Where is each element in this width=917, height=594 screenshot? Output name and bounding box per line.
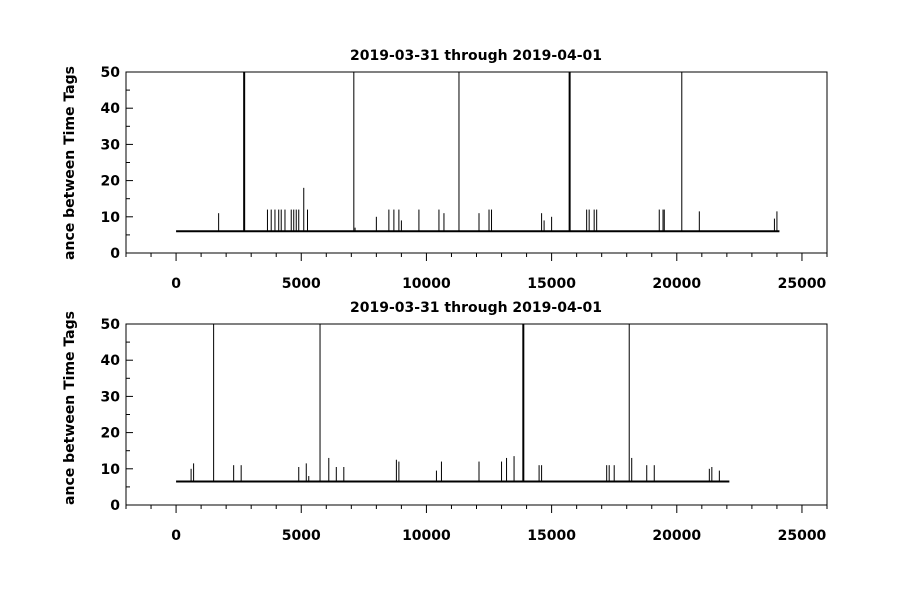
y-tick-label-bottom-2: 20 xyxy=(101,426,121,442)
x-ticks-bottom: 0 5000 10000 15000 20000 25000 xyxy=(125,505,828,544)
x-tick-label-bottom-0: 0 xyxy=(171,528,181,544)
x-tick-label-top-0: 0 xyxy=(171,276,181,292)
x-tick-label-top-3: 15000 xyxy=(527,276,576,292)
series-top xyxy=(176,72,780,233)
x-tick-label-bottom-1: 5000 xyxy=(282,528,321,544)
x-tick-label-top-4: 20000 xyxy=(652,276,701,292)
y-tick-label-top-4: 40 xyxy=(101,101,121,117)
x-tick-label-top-1: 5000 xyxy=(282,276,321,292)
series-bottom xyxy=(176,324,730,483)
y-ticks-top: 0 10 20 30 40 50 xyxy=(101,65,133,262)
x-tick-label-bottom-4: 20000 xyxy=(652,528,701,544)
y-tick-label-top-3: 30 xyxy=(101,137,121,153)
y-ticks-bottom: 0 10 20 30 40 50 xyxy=(101,317,133,514)
x-tick-label-bottom-3: 15000 xyxy=(527,528,576,544)
plot-area-bottom xyxy=(125,323,828,506)
chart-panel-top: 2019-03-31 through 2019-04-01 ance betwe… xyxy=(62,48,828,292)
x-tick-label-bottom-5: 25000 xyxy=(778,528,827,544)
y-tick-label-bottom-3: 30 xyxy=(101,389,121,405)
chart-panel-bottom: 2019-03-31 through 2019-04-01 ance betwe… xyxy=(62,300,828,544)
y-axis-label-top: ance between Time Tags xyxy=(62,66,78,260)
x-ticks-top: 0 5000 10000 15000 20000 25000 xyxy=(125,253,828,292)
y-tick-label-top-1: 10 xyxy=(101,210,121,226)
y-tick-label-bottom-0: 0 xyxy=(110,498,120,514)
y-tick-label-top-5: 50 xyxy=(101,65,121,81)
x-tick-label-top-2: 10000 xyxy=(402,276,451,292)
y-tick-label-bottom-1: 10 xyxy=(101,462,121,478)
y-tick-label-top-2: 20 xyxy=(101,174,121,190)
y-tick-label-bottom-4: 40 xyxy=(101,353,121,369)
y-tick-label-top-0: 0 xyxy=(110,246,120,262)
plot-area-top xyxy=(125,71,828,254)
chart-title-top: 2019-03-31 through 2019-04-01 xyxy=(350,48,602,64)
x-tick-label-top-5: 25000 xyxy=(778,276,827,292)
x-tick-label-bottom-2: 10000 xyxy=(402,528,451,544)
y-axis-label-bottom: ance between Time Tags xyxy=(62,311,78,505)
chart-title-bottom: 2019-03-31 through 2019-04-01 xyxy=(350,300,602,316)
y-tick-label-bottom-5: 50 xyxy=(101,317,121,333)
